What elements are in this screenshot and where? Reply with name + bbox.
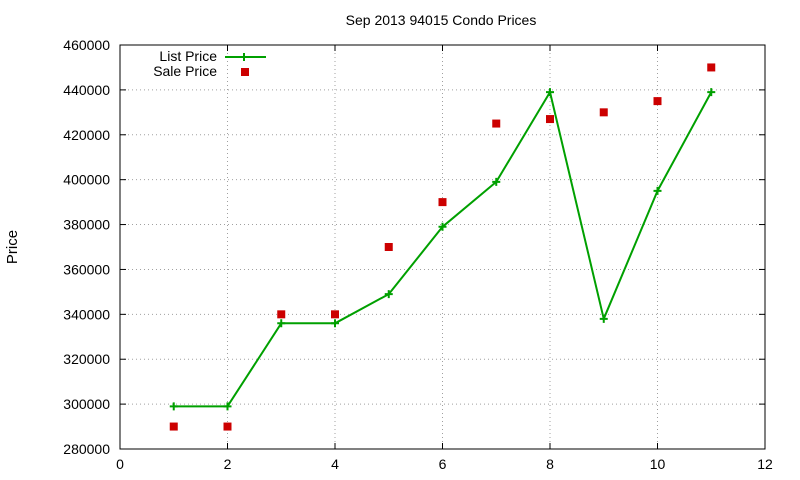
data-point-list-price [546, 88, 554, 97]
x-tick-label: 0 [116, 456, 124, 472]
y-tick-label: 340000 [63, 306, 110, 322]
y-tick-label: 300000 [63, 396, 110, 412]
data-point-list-price [492, 177, 501, 186]
data-point-list-price [438, 222, 447, 231]
legend-item-list-price: List Price [159, 48, 266, 64]
data-point-sale-price [653, 97, 662, 106]
data-point-list-price [653, 186, 662, 195]
data-point-list-price [223, 402, 232, 411]
data-point-sale-price [331, 310, 339, 319]
x-tick-label: 12 [757, 456, 773, 472]
data-point-sale-price [223, 422, 232, 431]
data-point-sale-price [438, 198, 447, 207]
grid-lines [120, 45, 765, 449]
legend-marker-list-price [240, 53, 248, 61]
data-point-sale-price [707, 63, 716, 72]
x-tick-label: 10 [650, 456, 666, 472]
series-list-price [169, 88, 716, 411]
x-tick-label: 8 [546, 456, 554, 472]
legend-label-list-price: List Price [159, 48, 217, 64]
y-axis-title: Price [4, 230, 21, 264]
data-point-sale-price [492, 119, 501, 128]
axis-tick-labels: 0 2 4 6 8 10 12 280000 300000 320000 340000 360000 3… [63, 37, 773, 472]
data-point-list-price [331, 319, 339, 328]
axis-ticks [119, 44, 766, 450]
legend-label-sale-price: Sale Price [153, 63, 217, 79]
legend: List Price Sale Price [153, 48, 266, 79]
data-point-list-price [599, 314, 608, 323]
x-tick-label: 6 [439, 456, 447, 472]
data-point-list-price [384, 290, 393, 299]
data-point-list-price [169, 402, 178, 411]
data-point-sale-price [277, 310, 286, 319]
y-tick-label: 320000 [63, 351, 110, 367]
data-point-sale-price [546, 115, 554, 124]
y-tick-label: 400000 [63, 172, 110, 188]
data-point-sale-price [599, 108, 608, 117]
legend-marker-sale-price [241, 68, 249, 76]
chart-title: Sep 2013 94015 Condo Prices [346, 12, 537, 28]
data-point-sale-price [169, 422, 178, 431]
y-tick-label: 460000 [63, 37, 110, 53]
series-sale-price [169, 63, 716, 431]
y-tick-label: 380000 [63, 217, 110, 233]
y-tick-label: 440000 [63, 82, 110, 98]
series-layer [169, 63, 716, 431]
data-point-list-price [707, 88, 716, 97]
x-tick-label: 2 [224, 456, 232, 472]
x-tick-label: 4 [331, 456, 339, 472]
y-tick-label: 280000 [63, 441, 110, 457]
y-tick-label: 420000 [63, 127, 110, 143]
y-tick-label: 360000 [63, 261, 110, 277]
data-point-list-price [277, 319, 286, 328]
legend-item-sale-price: Sale Price [153, 63, 249, 79]
data-point-sale-price [384, 243, 393, 251]
